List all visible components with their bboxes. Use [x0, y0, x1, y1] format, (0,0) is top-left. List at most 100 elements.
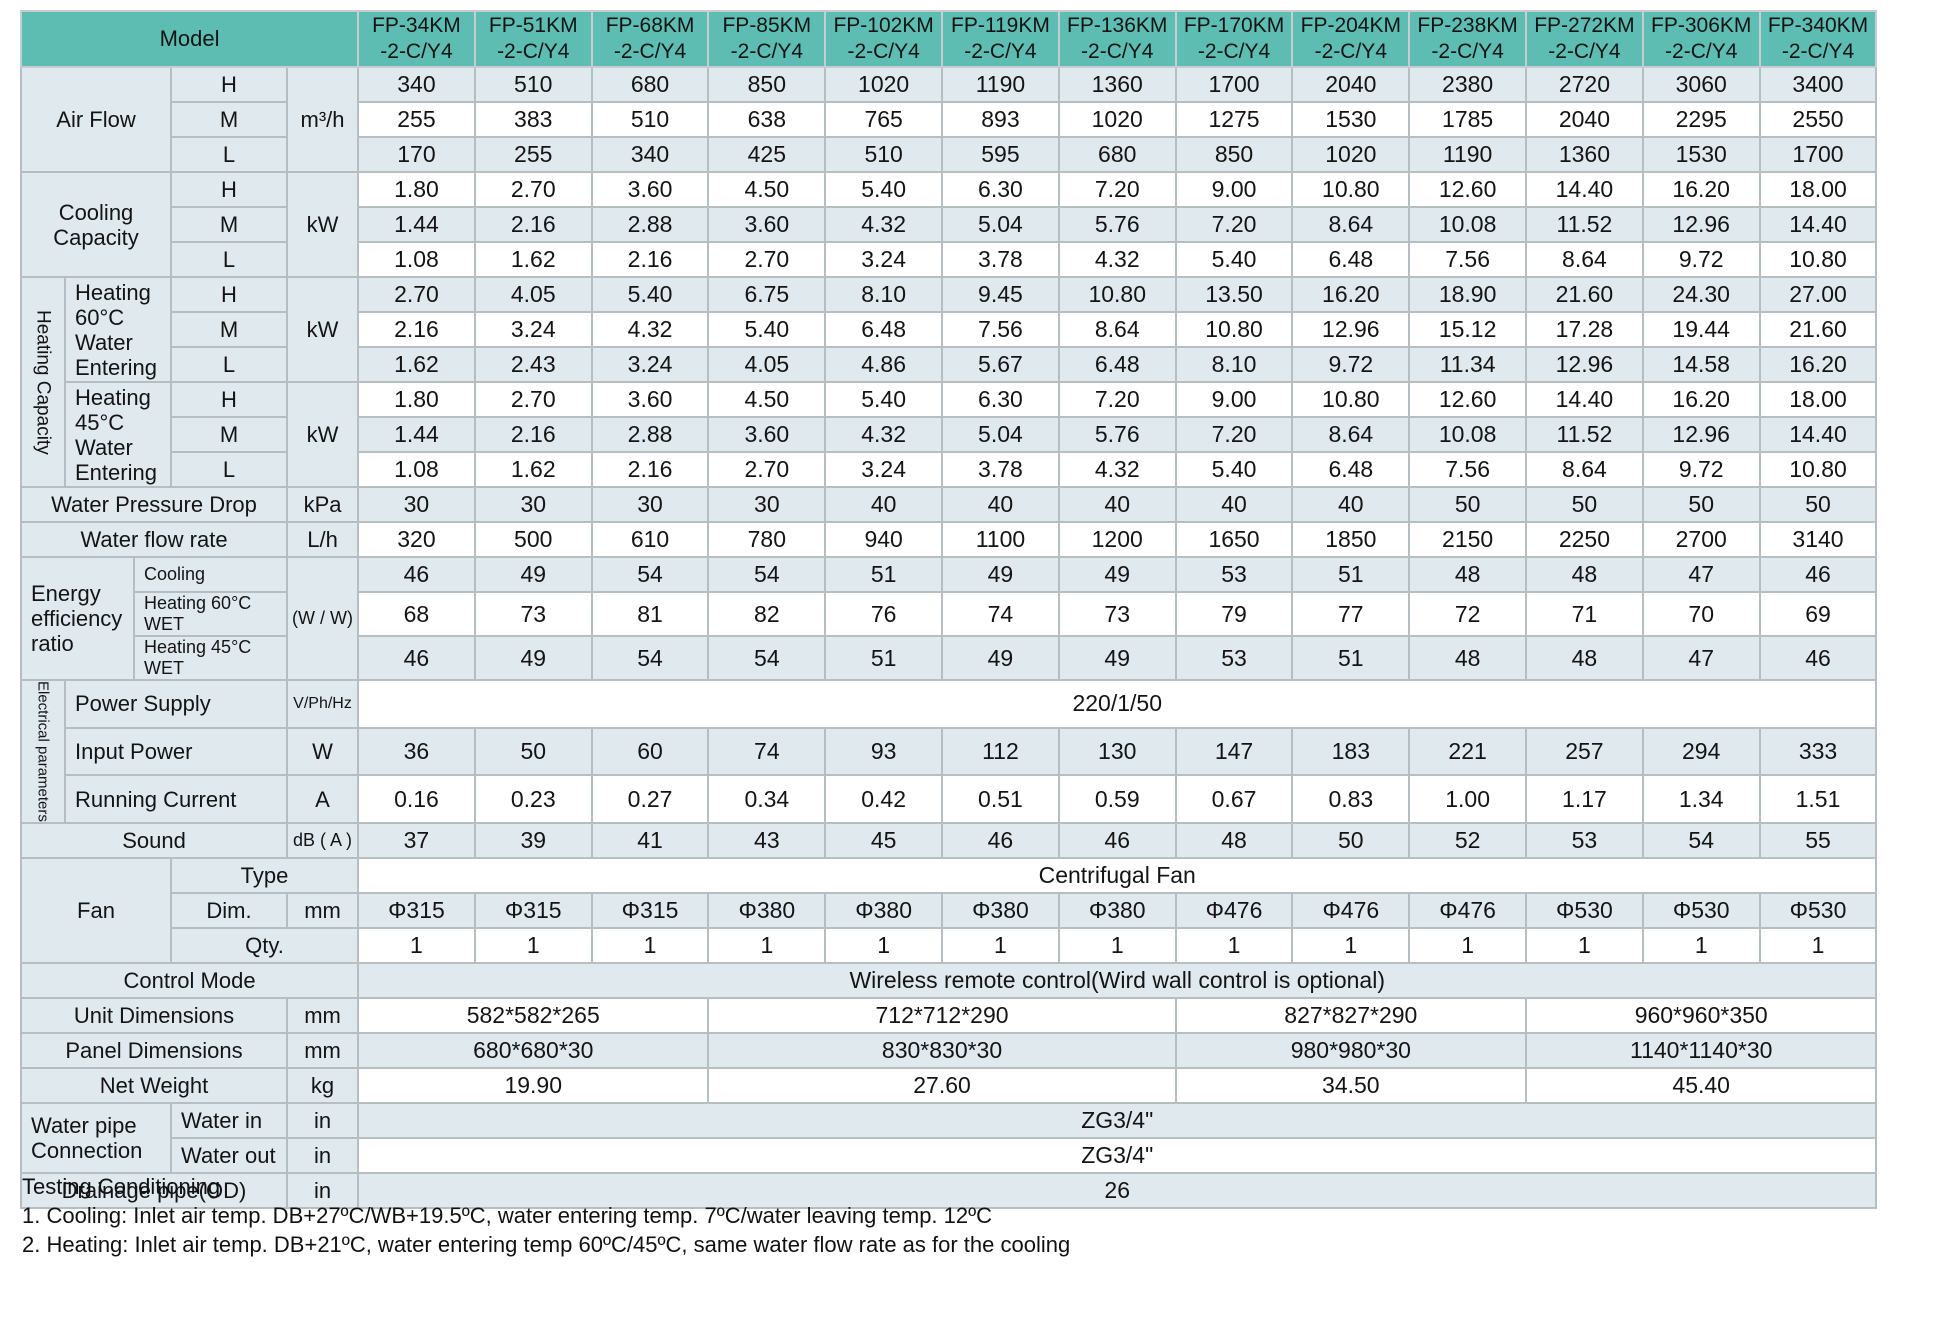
merged-value-cell: ZG3/4"	[357, 1101, 1878, 1139]
value-cell: 1700	[1174, 66, 1294, 103]
unit-label: kPa	[285, 486, 360, 523]
value-cell: 14.58	[1641, 346, 1761, 383]
row-water-flow-rate: Water flow rate L/h 320 500 610 780 940 1100 120…	[20, 521, 1878, 558]
value-cell: 1.80	[357, 381, 476, 418]
model-header-cell: FP-170KM -2-C/Y4	[1174, 10, 1294, 68]
value-cell: 40	[941, 486, 1060, 523]
control-mode-label: Control Mode	[19, 961, 360, 999]
value-cell: 16.20	[1641, 171, 1761, 208]
value-cell: 1190	[941, 66, 1060, 103]
value-cell: 10.80	[1291, 171, 1411, 208]
heating-60-label: Heating 60°C Water Entering	[64, 276, 172, 383]
group-value-cell: 582*582*265	[357, 996, 710, 1034]
value-cell: 2.70	[707, 241, 827, 278]
model-name-l1: FP-102KM	[833, 14, 934, 37]
value-cell: 425	[707, 136, 827, 173]
drainage-pipe-label: Drainage pipe(OD)	[20, 1171, 288, 1209]
value-cell: Φ530	[1641, 891, 1761, 929]
value-cell: Φ380	[1057, 891, 1177, 929]
unit-label: m³/h	[285, 66, 360, 173]
value-cell: 1.62	[357, 346, 476, 383]
value-cell: 50	[473, 726, 593, 777]
group-value-cell: 960*960*350	[1525, 996, 1878, 1034]
value-cell: 0.59	[1057, 774, 1177, 824]
value-cell: 50	[1525, 486, 1644, 523]
value-cell: 1.44	[357, 416, 476, 453]
value-cell: 7.56	[1408, 451, 1528, 488]
model-name-l1: FP-119KM	[951, 14, 1050, 37]
notes-title: Testing Conditioning	[22, 1174, 221, 1199]
value-cell: 0.27	[590, 774, 710, 824]
value-cell: 5.40	[590, 276, 710, 313]
value-cell: 68	[357, 591, 476, 637]
value-cell: 1.17	[1525, 774, 1644, 824]
value-cell: 48	[1525, 635, 1644, 681]
model-name-l1: FP-204KM	[1300, 14, 1401, 37]
value-cell: 500	[473, 521, 593, 558]
value-cell: 48	[1408, 635, 1528, 681]
group-value-cell: 680*680*30	[357, 1031, 710, 1069]
value-cell: 8.10	[824, 276, 944, 313]
model-name-l1: FP-306KM	[1651, 14, 1752, 37]
value-cell: 12.96	[1641, 206, 1761, 243]
value-cell: 1360	[1057, 66, 1177, 103]
value-cell: 51	[824, 635, 944, 681]
group-value-cell: 827*827*290	[1174, 996, 1528, 1034]
value-cell: 2.16	[590, 241, 710, 278]
row-heating45-l: L 1.08 1.62 2.16 2.70 3.24 3.78 4.32 5.40 6.48 7.5…	[21, 451, 1878, 488]
group-value-cell: 1140*1140*30	[1525, 1031, 1878, 1069]
value-cell: 2.16	[473, 206, 593, 243]
model-name-l1: FP-51KM	[488, 14, 578, 37]
value-cell: 1530	[1641, 136, 1761, 173]
value-cell: 53	[1174, 635, 1294, 681]
value-cell: 1.80	[357, 171, 476, 208]
model-name-l2: -2-C/Y4	[497, 40, 570, 63]
value-cell: 48	[1408, 556, 1528, 593]
value-cell: 1.00	[1408, 774, 1528, 824]
value-cell: 46	[1057, 821, 1177, 859]
merged-value-cell: ZG3/4"	[357, 1136, 1878, 1174]
value-cell: 10.08	[1408, 206, 1528, 243]
value-cell: 51	[1291, 556, 1411, 593]
row-eer-cooling: Energy efficiency ratio Cooling (W / W) 46 4…	[20, 556, 1878, 681]
model-name-l2: -2-C/Y4	[380, 40, 453, 63]
model-name-l2: -2-C/Y4	[1665, 40, 1738, 63]
group-value-cell: 712*712*290	[707, 996, 1177, 1034]
model-name-l2: -2-C/Y4	[1197, 40, 1271, 63]
value-cell: 17.28	[1525, 311, 1644, 348]
value-cell: 1020	[1291, 136, 1411, 173]
value-cell: 54	[1641, 821, 1761, 859]
value-cell: 2720	[1525, 66, 1644, 103]
value-cell: 893	[941, 101, 1060, 138]
value-cell: 74	[941, 591, 1060, 637]
value-cell: 1	[590, 926, 710, 964]
row-fan-type: Fan Type Centrifugal Fan	[20, 856, 1878, 964]
value-cell: 73	[1057, 591, 1177, 637]
row-heating45-m: M 1.44 2.16 2.88 3.60 4.32 5.04 5.76 7.20 8.64 10.…	[21, 416, 1878, 453]
model-header-cell: FP-102KM -2-C/Y4	[824, 10, 944, 68]
value-cell: 82	[707, 591, 827, 637]
value-cell: 4.32	[590, 311, 710, 348]
water-in-label: Water in	[170, 1101, 288, 1139]
unit-label: kW	[285, 171, 360, 278]
model-header-cell: FP-119KM -2-C/Y4	[941, 10, 1060, 68]
value-cell: 2.16	[473, 416, 593, 453]
value-cell: 69	[1758, 591, 1878, 637]
value-cell: Φ315	[590, 891, 710, 929]
value-cell: 9.45	[941, 276, 1060, 313]
unit-label: in	[285, 1101, 360, 1139]
group-value-cell: 980*980*30	[1174, 1031, 1528, 1069]
value-cell: 3060	[1641, 66, 1761, 103]
value-cell: 2.70	[707, 451, 827, 488]
row-power-supply: Electrical parameters Power Supply V/Ph/Hz…	[20, 679, 1878, 824]
value-cell: 3.24	[590, 346, 710, 383]
row-unit-dimensions: Unit Dimensions mm 582*582*265 712*712*290 8…	[20, 996, 1878, 1034]
airflow-label: Air Flow	[20, 66, 172, 173]
value-cell: 5.40	[707, 311, 827, 348]
value-cell: Φ380	[707, 891, 827, 929]
unit-label: in	[285, 1136, 360, 1174]
value-cell: 3.60	[590, 171, 710, 208]
unit-label: V/Ph/Hz	[285, 679, 360, 729]
value-cell: 170	[357, 136, 476, 173]
